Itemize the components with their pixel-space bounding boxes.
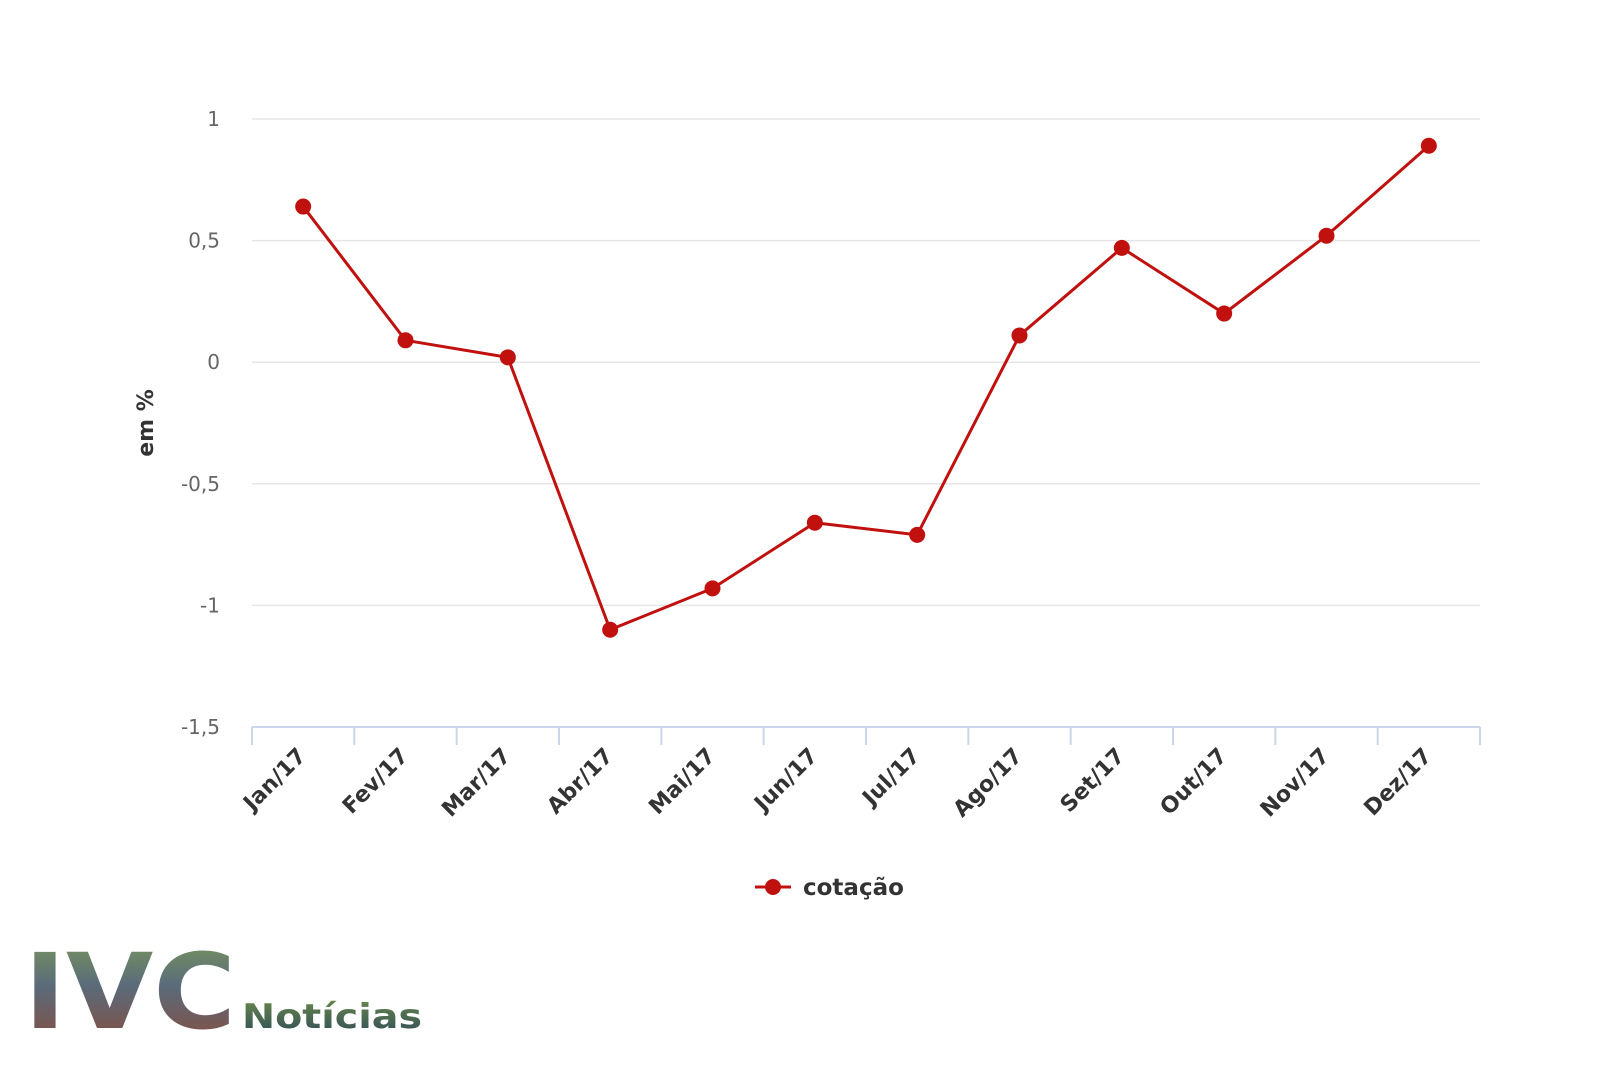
- data-point[interactable]: [1011, 327, 1028, 344]
- x-tick-label: Set/17: [1056, 744, 1130, 818]
- x-tick-label: Jun/17: [749, 744, 823, 818]
- data-point[interactable]: [397, 332, 414, 349]
- legend-label: cotação: [803, 875, 904, 901]
- logo-ivc-text: IVC: [24, 948, 236, 1038]
- data-point[interactable]: [602, 621, 619, 638]
- data-point[interactable]: [704, 580, 721, 597]
- ivc-noticias-logo: IVC Notícias: [24, 948, 422, 1038]
- y-tick-label: -1: [200, 593, 220, 617]
- data-point[interactable]: [909, 526, 926, 543]
- legend-marker: [765, 879, 781, 895]
- x-tick-label: Nov/17: [1256, 744, 1335, 823]
- data-point[interactable]: [806, 514, 823, 531]
- x-tick-label: Abr/17: [543, 744, 619, 820]
- data-point[interactable]: [1318, 227, 1335, 244]
- x-tick-label: Jan/17: [238, 744, 312, 818]
- x-tick-label: Mai/17: [644, 744, 720, 820]
- legend[interactable]: cotação: [755, 875, 904, 901]
- grid-lines: [252, 118, 1480, 607]
- x-tick-label: Fev/17: [338, 744, 414, 820]
- x-tick-label: Out/17: [1156, 744, 1233, 821]
- y-tick-label: -0,5: [181, 472, 220, 496]
- x-tick-label: Jul/17: [857, 744, 926, 813]
- series-line: [301, 144, 1430, 632]
- y-tick-label: -1,5: [181, 715, 220, 739]
- x-axis: Jan/17 Fev/17 Mar/17 Abr/17 Mai/17 Jun/17 Jul/…: [238, 726, 1481, 823]
- x-tick-label: Ago/17: [949, 744, 1028, 823]
- y-tick-label: 0,5: [188, 229, 220, 253]
- y-tick-label: 0: [207, 350, 220, 374]
- data-point[interactable]: [1216, 305, 1233, 322]
- y-axis-ticks: 1 0,5 0 -0,5 -1 -1,5: [181, 107, 220, 739]
- line-chart: 1 0,5 0 -0,5 -1 -1,5 em % Jan/17 Fev/17 Mar/17 A…: [134, 107, 1481, 901]
- data-point[interactable]: [1420, 137, 1437, 154]
- y-axis-label: em %: [134, 389, 159, 457]
- data-point[interactable]: [1113, 239, 1130, 256]
- y-tick-label: 1: [207, 107, 220, 131]
- data-point[interactable]: [499, 349, 516, 366]
- x-tick-label: Dez/17: [1360, 744, 1438, 822]
- series-cotacao: [295, 137, 1437, 638]
- logo-noticias-text: Notícias: [242, 997, 422, 1037]
- x-tick-label: Mar/17: [437, 744, 516, 823]
- data-point[interactable]: [295, 198, 312, 215]
